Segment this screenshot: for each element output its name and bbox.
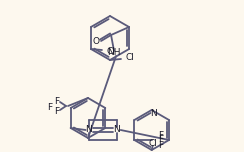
Text: F: F bbox=[54, 97, 60, 107]
Text: F: F bbox=[158, 135, 163, 145]
Text: Cl: Cl bbox=[126, 54, 135, 62]
Text: N: N bbox=[150, 109, 157, 117]
Text: F: F bbox=[47, 102, 52, 112]
Text: NH: NH bbox=[107, 48, 121, 57]
Text: N: N bbox=[85, 126, 92, 135]
Text: F: F bbox=[158, 140, 163, 150]
Text: F: F bbox=[54, 107, 60, 116]
Text: Cl: Cl bbox=[148, 140, 157, 149]
Text: F: F bbox=[158, 131, 163, 140]
Text: Cl: Cl bbox=[107, 47, 116, 55]
Text: O: O bbox=[92, 38, 100, 47]
Text: N: N bbox=[113, 126, 120, 135]
